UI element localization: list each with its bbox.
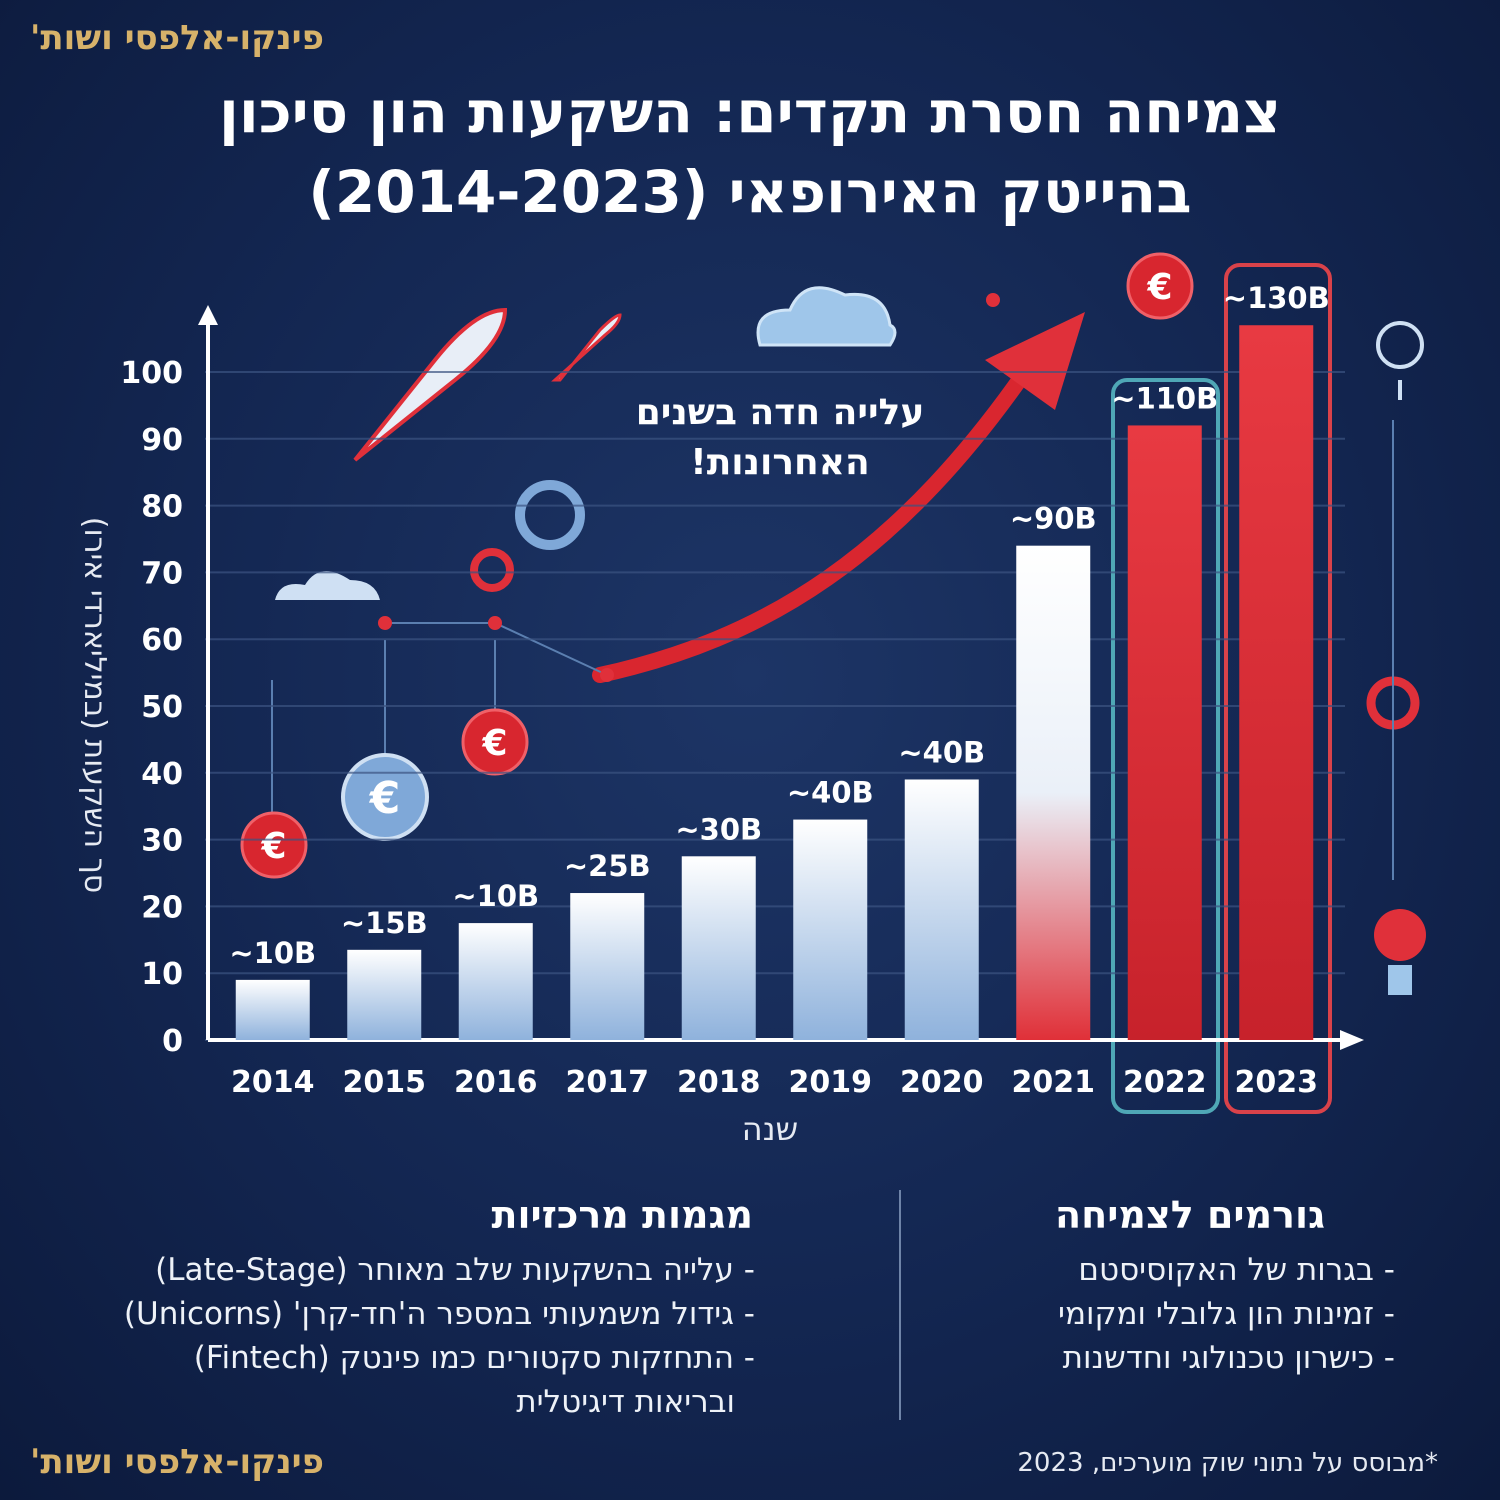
bar-label: ~10B: [229, 936, 316, 970]
bar-label: ~25B: [564, 849, 651, 883]
bar-label: ~40B: [787, 776, 874, 810]
x-tick-label: 2017: [566, 1065, 650, 1100]
bar-label: ~30B: [675, 812, 762, 846]
y-tick-label: 80: [141, 490, 183, 525]
bar: [347, 949, 422, 1040]
annotation: האחרונות!: [690, 442, 870, 483]
x-tick-label: 2016: [454, 1065, 538, 1100]
x-tick-label: 2020: [900, 1065, 984, 1100]
bar-label: ~110B: [1111, 381, 1218, 415]
brand: פינקו-אלפסי ושות': [30, 1442, 324, 1482]
bar: [570, 893, 645, 1040]
bar: [904, 779, 979, 1040]
panel-item: - כישרון טכנולוגי וחדשנות: [1062, 1340, 1395, 1376]
annotation: עלייה חדה בשנים: [635, 392, 925, 433]
bar-label: ~10B: [452, 879, 539, 913]
bar-label: ~40B: [898, 735, 985, 769]
bar: [1016, 545, 1091, 1040]
y-axis-label: סך השקעות (במיליארדי אירו): [77, 517, 112, 894]
x-tick-label: 2019: [789, 1065, 873, 1100]
footnote: *מבוסס על נתוני שוק מוערכים, 2023: [1017, 1448, 1438, 1478]
panel-item: - בגרות של האקוסיסטם: [1078, 1252, 1395, 1288]
svg-text:€: €: [369, 773, 401, 824]
y-tick-label: 90: [141, 423, 183, 458]
x-tick-label: 2014: [231, 1065, 315, 1100]
bar: [793, 819, 868, 1040]
bar-label: ~15B: [341, 906, 428, 940]
y-tick-label: 60: [141, 623, 183, 658]
y-tick-label: 20: [141, 890, 183, 925]
svg-text:€: €: [1146, 267, 1172, 308]
chart-title: צמיחה חסרת תקדים: השקעות הון סיכון: [219, 78, 1281, 146]
bar: [1127, 425, 1202, 1040]
bar: [1239, 325, 1314, 1040]
chart-title: בהייטק האירופאי (2014-2023): [308, 158, 1192, 226]
x-tick-label: 2021: [1012, 1065, 1096, 1100]
y-tick-label: 100: [120, 356, 183, 391]
x-tick-label: 2022: [1123, 1065, 1207, 1100]
brand: פינקו-אלפסי ושות': [30, 18, 324, 58]
decoration: € € € €: [240, 252, 1426, 1420]
x-axis-label: שנה: [742, 1110, 798, 1148]
panel-item: - זמינות הון גלובלי ומקומי: [1058, 1296, 1395, 1332]
bar-label: ~130B: [1223, 281, 1330, 315]
axis-arrow: [1340, 1030, 1364, 1050]
svg-text:€: €: [260, 826, 286, 867]
panel-title: מגמות מרכזיות: [491, 1193, 753, 1237]
panel-title: גורמים לצמיחה: [1055, 1193, 1325, 1237]
highlight-box: [1111, 378, 1220, 1114]
bar: [235, 979, 310, 1040]
panel-item: ובריאות דיגיטלית: [516, 1384, 735, 1420]
x-tick-label: 2023: [1235, 1065, 1319, 1100]
bar: [681, 856, 756, 1040]
y-tick-label: 40: [141, 757, 183, 792]
highlight-box: [1224, 263, 1332, 1114]
y-tick-label: 30: [141, 824, 183, 859]
y-tick-label: 70: [141, 556, 183, 591]
bar: [458, 923, 533, 1040]
panel-item: - התחזקות סקטורים כמו פינטק (Fintech): [193, 1340, 755, 1376]
svg-text:€: €: [481, 723, 507, 764]
x-tick-label: 2018: [677, 1065, 761, 1100]
axis-arrow: [198, 305, 218, 325]
panel-item: - גידול משמעותי במספר ה'חד-קרן' (Unicorn…: [123, 1296, 755, 1332]
y-tick-label: 0: [162, 1024, 183, 1059]
y-tick-label: 10: [141, 957, 183, 992]
y-tick-label: 50: [141, 690, 183, 725]
x-tick-label: 2015: [343, 1065, 427, 1100]
bar-label: ~90B: [1010, 502, 1097, 536]
panel-item: - עלייה בהשקעות שלב מאוחר (Late-Stage): [155, 1252, 755, 1288]
